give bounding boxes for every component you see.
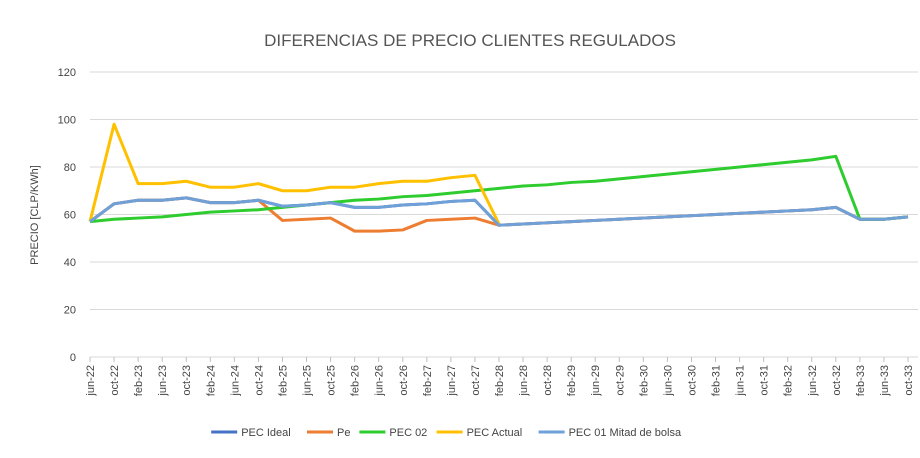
- y-tick-label: 120: [58, 67, 76, 79]
- legend-label: PEC Actual: [467, 427, 523, 439]
- series-line: [88, 122, 501, 225]
- x-tick-label: oct-22: [109, 365, 121, 396]
- x-tick-label: oct-30: [686, 365, 698, 396]
- x-tick-label: jun-33: [879, 365, 891, 397]
- x-tick-label: jun-30: [662, 365, 674, 397]
- x-tick-label: jun-28: [518, 365, 530, 397]
- y-tick-label: 60: [64, 210, 76, 222]
- x-tick-label: oct-24: [253, 365, 265, 396]
- y-tick-label: 40: [64, 257, 76, 269]
- x-tick-label: jun-27: [446, 365, 458, 397]
- x-tick-label: oct-23: [181, 365, 193, 396]
- x-tick-label: jun-25: [302, 365, 314, 397]
- x-tick-label: feb-27: [422, 365, 434, 396]
- series-line: [89, 196, 909, 227]
- y-tick-label: 80: [64, 162, 76, 174]
- x-tick-label: feb-25: [277, 365, 289, 396]
- x-tick-label: jun-31: [735, 365, 747, 397]
- x-tick-label: jun-24: [229, 365, 241, 397]
- x-tick-label: oct-27: [470, 365, 482, 396]
- legend-label: PEC 01 Mitad de bolsa: [569, 427, 682, 439]
- x-tick-label: feb-23: [133, 365, 145, 396]
- y-tick-label: 20: [64, 305, 76, 317]
- y-axis-label: PRECIO [CLP/KWh]: [29, 165, 41, 265]
- x-tick-label: jun-22: [85, 365, 97, 397]
- y-tick-label: 0: [70, 352, 76, 364]
- x-tick-label: feb-30: [638, 365, 650, 396]
- x-tick-label: feb-31: [711, 365, 723, 396]
- chart-title: DIFERENCIAS DE PRECIO CLIENTES REGULADOS: [264, 31, 676, 50]
- x-tick-label: feb-24: [205, 365, 217, 396]
- x-tick-label: feb-33: [855, 365, 867, 396]
- x-tick-label: oct-33: [903, 365, 915, 396]
- x-tick-label: oct-25: [326, 365, 338, 396]
- x-tick-label: oct-31: [759, 365, 771, 396]
- x-tick-label: jun-23: [157, 365, 169, 397]
- series-line: [89, 154, 909, 224]
- x-tick-label: jun-29: [590, 365, 602, 397]
- x-tick-label: oct-32: [831, 365, 843, 396]
- y-tick-label: 100: [58, 115, 76, 127]
- x-tick-label: oct-26: [398, 365, 410, 396]
- x-tick-label: jun-26: [374, 365, 386, 397]
- x-tick-label: oct-29: [614, 365, 626, 396]
- x-tick-label: jun-32: [807, 365, 819, 397]
- x-tick-label: feb-26: [350, 365, 362, 396]
- x-tick-label: oct-28: [542, 365, 554, 396]
- legend-label: PEC Ideal: [241, 427, 291, 439]
- x-tick-label: feb-28: [494, 365, 506, 396]
- x-tick-label: feb-32: [783, 365, 795, 396]
- x-tick-label: feb-29: [566, 365, 578, 396]
- legend-label: PEC 02: [389, 427, 427, 439]
- legend-label: Pe: [337, 427, 350, 439]
